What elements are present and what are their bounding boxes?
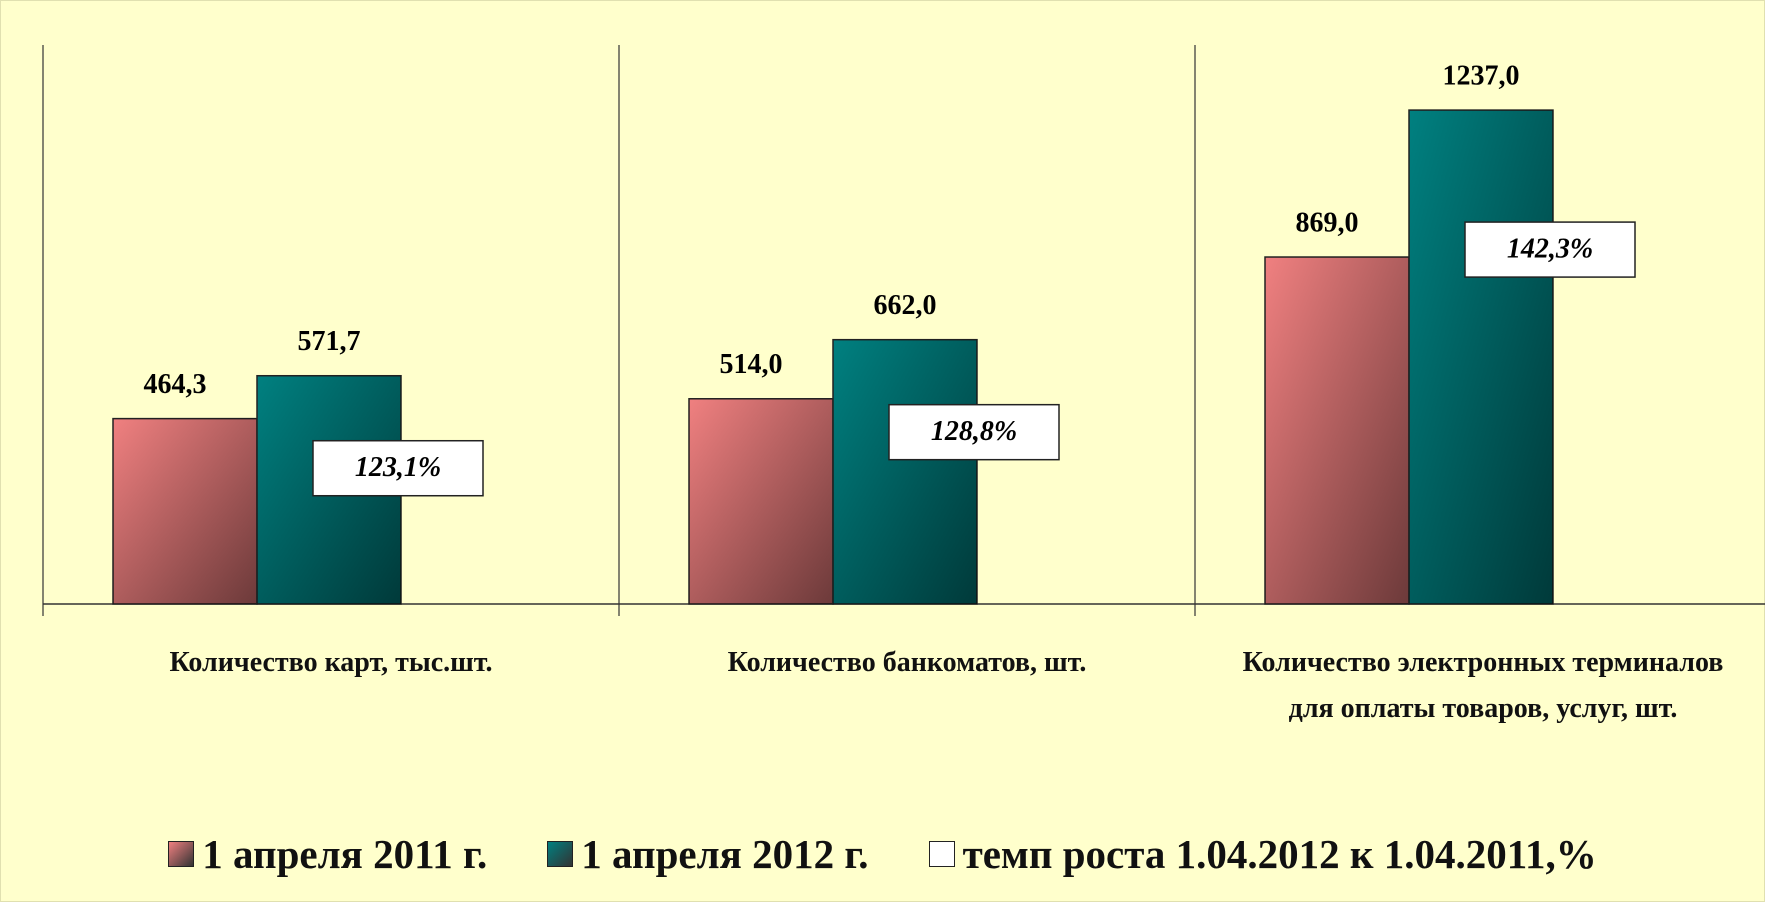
- legend: 1 апреля 2011 г. 1 апреля 2012 г. темп рос…: [0, 830, 1765, 878]
- growth-box: [888, 403, 1060, 461]
- value-label: 571,7: [298, 326, 361, 357]
- legend-item: темп роста 1.04.2012 к 1.04.2011,%: [928, 830, 1597, 878]
- legend-swatch: [928, 841, 955, 867]
- legend-swatch: [547, 841, 574, 867]
- bar-shade: [833, 339, 977, 604]
- bar-shade: [1265, 257, 1409, 604]
- bar-shade: [1409, 110, 1553, 605]
- value-label: 662,0: [874, 290, 937, 321]
- growth-box: [312, 439, 484, 497]
- category-label: Количество электронных терминалов для оп…: [1242, 647, 1724, 724]
- value-label: 464,3: [144, 369, 207, 400]
- legend-label: 1 апреля 2012 г.: [581, 831, 869, 877]
- value-label: 1237,0: [1443, 61, 1520, 92]
- legend-item: 1 апреля 2011 г.: [168, 830, 487, 878]
- value-label: 869,0: [1296, 207, 1359, 238]
- growth-label: 123,1%: [355, 452, 441, 483]
- growth-label: 128,8%: [931, 416, 1017, 447]
- legend-item: 1 апреля 2012 г.: [547, 830, 869, 878]
- growth-label: 142,3%: [1507, 234, 1593, 265]
- category-label: Количество банкоматов, шт.: [727, 647, 1087, 678]
- legend-swatch: [168, 841, 195, 867]
- bar-shade: [113, 418, 257, 604]
- value-label: 514,0: [720, 349, 783, 380]
- legend-label: 1 апреля 2011 г.: [202, 831, 488, 877]
- legend-label: темп роста 1.04.2012 к 1.04.2011,%: [962, 831, 1597, 877]
- bar-shade: [689, 398, 833, 604]
- growth-box: [1464, 221, 1636, 278]
- category-label: Количество карт, тыс.шт.: [169, 647, 493, 678]
